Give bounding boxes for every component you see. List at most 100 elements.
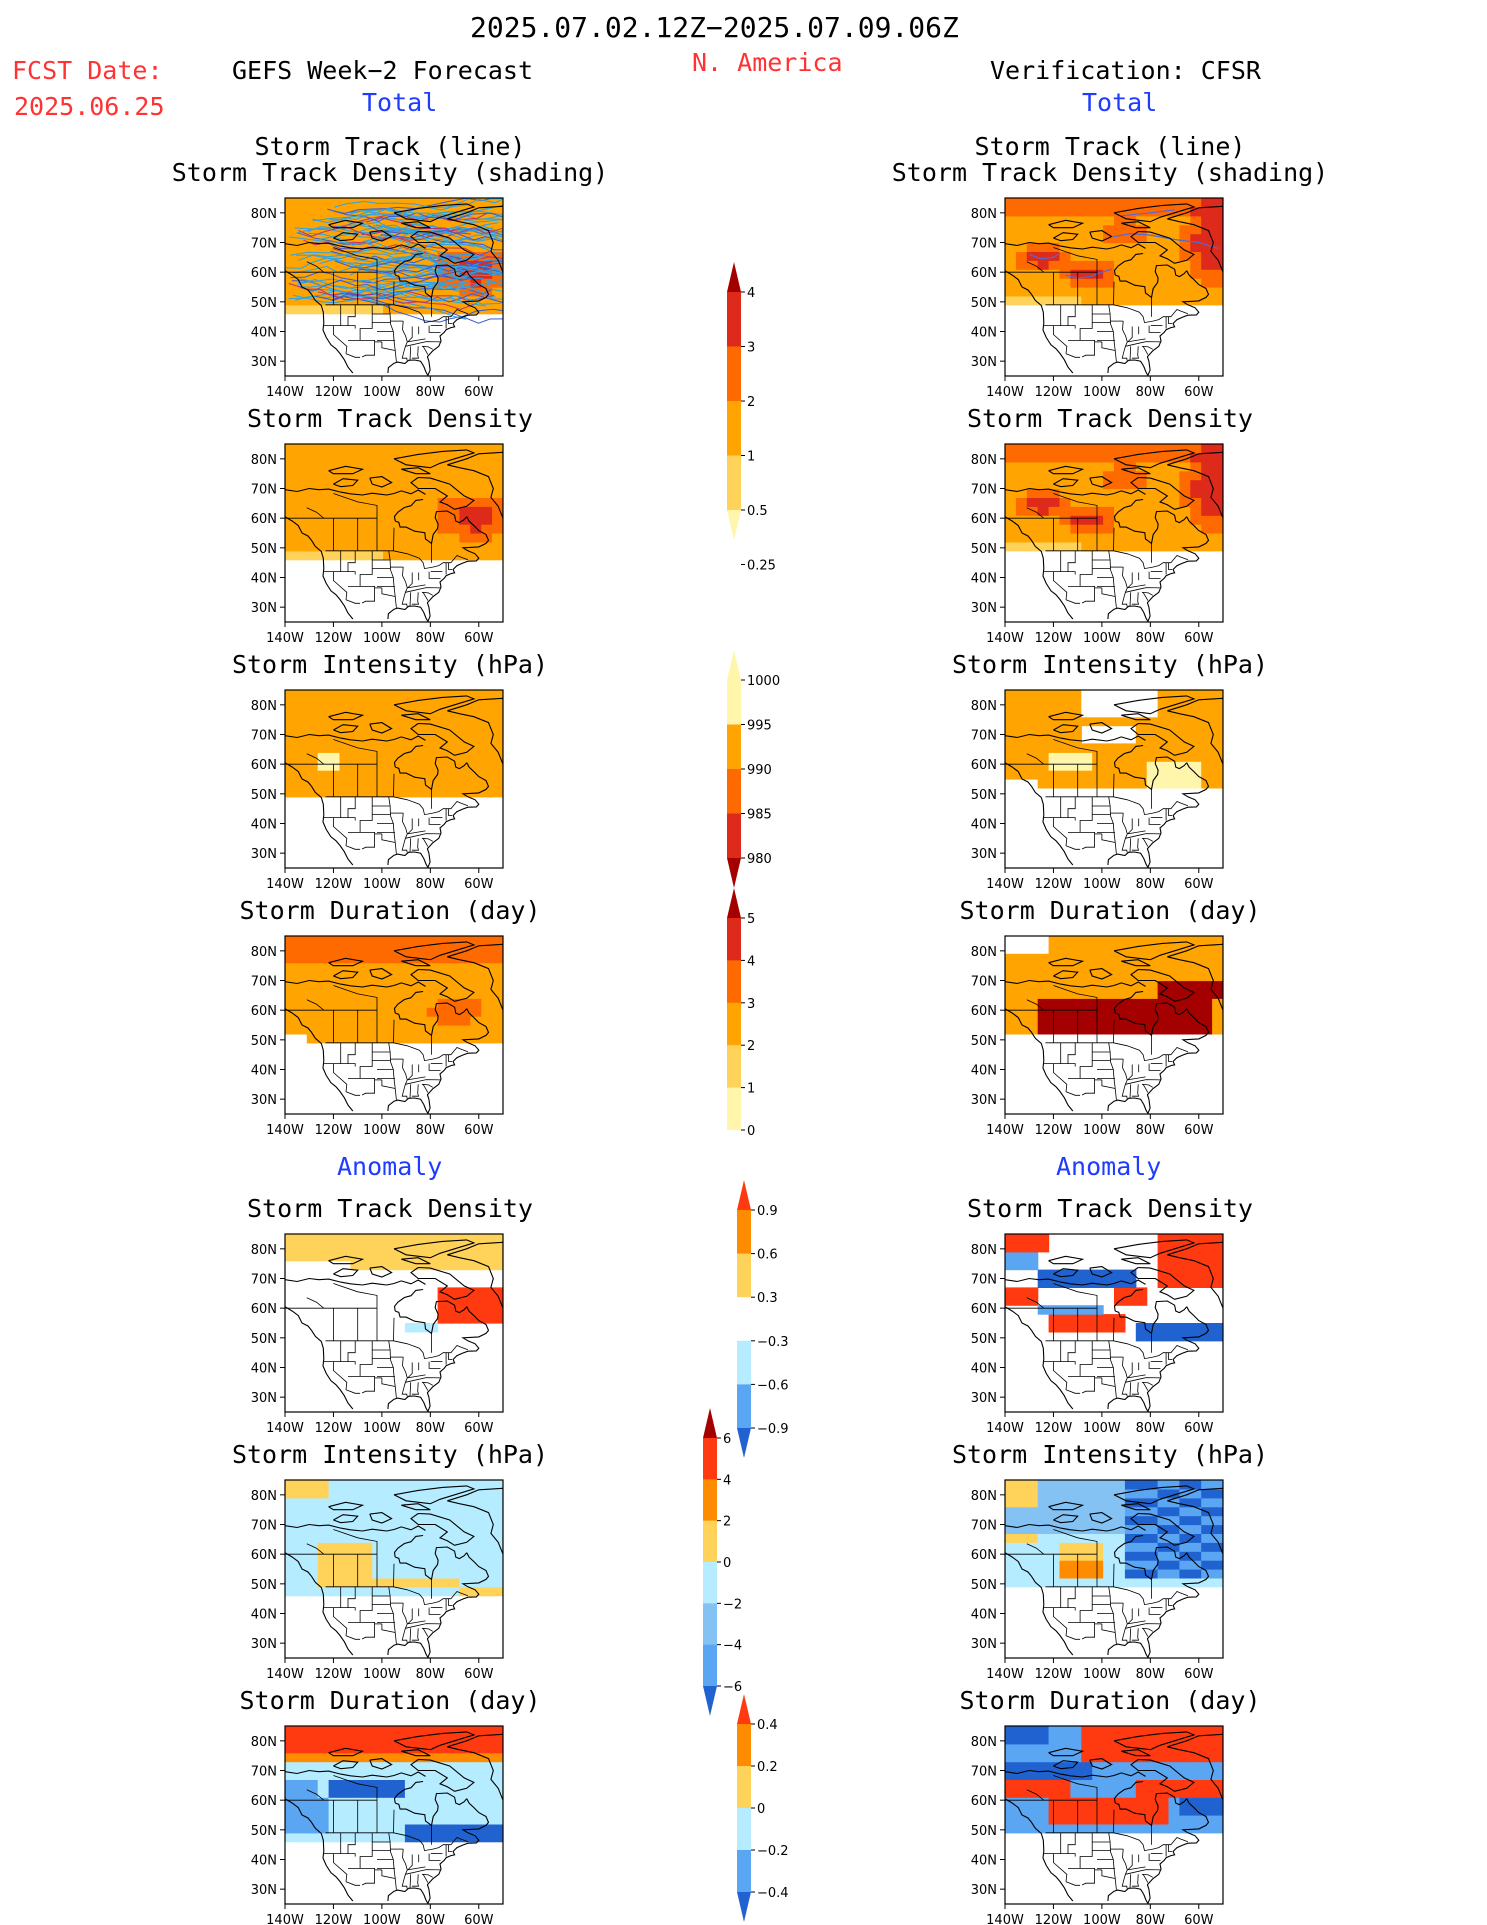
right-panel-6-cell bbox=[1026, 1488, 1039, 1499]
right-panel-4-lon-label: 140W bbox=[986, 1123, 1024, 1138]
left-panel-5-border-line bbox=[306, 1297, 325, 1309]
right-panel-3-cell bbox=[1015, 716, 1028, 727]
left-panel-5-lon-label: 80W bbox=[416, 1421, 446, 1436]
left-panel-6-cell bbox=[361, 1542, 373, 1552]
right-panel-2-border-line bbox=[1168, 562, 1173, 570]
right-panel-1-border-line bbox=[1043, 325, 1076, 329]
left-panel-6-border-line bbox=[428, 1607, 441, 1615]
colorbar-storm-intensity-total-label: 990 bbox=[747, 763, 772, 778]
left-panel-3-cell bbox=[437, 743, 450, 753]
right-panel-3-coastline bbox=[1005, 733, 1146, 742]
left-panel-3-cell bbox=[415, 761, 428, 771]
right-panel-1-border-line bbox=[1125, 341, 1162, 347]
left-panel-7-cell bbox=[350, 1806, 362, 1816]
left-panel-2-cell bbox=[459, 533, 471, 543]
right-panel-1-cell bbox=[1081, 233, 1093, 244]
right-panel-3-cell bbox=[1146, 752, 1159, 762]
left-panel-3-cell bbox=[459, 698, 471, 709]
right-panel-4-cell bbox=[1201, 998, 1213, 1008]
right-panel-3-cell bbox=[1190, 690, 1202, 700]
left-panel-4-border-line bbox=[393, 1019, 395, 1043]
left-panel-3-lon-label: 120W bbox=[315, 877, 353, 892]
left-panel-5-cell bbox=[415, 1260, 428, 1271]
left-panel-4-cell bbox=[383, 944, 395, 955]
right-panel-4-cell bbox=[1157, 989, 1170, 999]
right-panel-7-cell bbox=[1026, 1815, 1039, 1825]
right-panel-5-border-line bbox=[1101, 1377, 1116, 1387]
right-panel-5-cell bbox=[1092, 1305, 1104, 1315]
right-panel-7-cell bbox=[1103, 1788, 1115, 1798]
right-panel-4-cell bbox=[1048, 1016, 1061, 1026]
left-panel-2-cell bbox=[437, 479, 450, 490]
left-panel-7-border-line bbox=[332, 1853, 348, 1882]
left-panel-3-cell bbox=[394, 779, 406, 789]
right-panel-4-cell bbox=[1059, 936, 1071, 946]
right-panel-2-cell bbox=[1212, 497, 1223, 507]
right-panel-3-cell bbox=[1146, 716, 1159, 727]
left-panel-4-island-outline bbox=[410, 968, 475, 1002]
colorbar-storm-track-density-anomaly-swatch bbox=[737, 1297, 751, 1342]
left-panel-2-cell bbox=[481, 444, 493, 454]
right-panel-3-cell bbox=[1124, 743, 1137, 753]
left-panel-3-cell bbox=[317, 734, 330, 744]
left-panel-2-cell bbox=[448, 550, 460, 561]
right-panel-7-lon-label: 80W bbox=[1136, 1913, 1166, 1925]
right-panel-4-cell bbox=[1092, 953, 1104, 964]
left-panel-6-cell bbox=[448, 1542, 460, 1552]
left-panel-4-cell bbox=[361, 962, 373, 973]
right-panel-3-cell bbox=[1135, 716, 1148, 727]
right-panel-2-cell bbox=[1201, 488, 1213, 498]
right-panel-5-cell bbox=[1048, 1323, 1061, 1333]
left-panel-7-cell bbox=[350, 1743, 362, 1754]
right-panel-1-cell bbox=[1026, 295, 1039, 306]
left-panel-3-cell bbox=[448, 698, 460, 709]
right-panel-4-cell bbox=[1037, 971, 1050, 982]
left-panel-6-cell bbox=[437, 1560, 450, 1570]
left-panel-7-cell bbox=[404, 1726, 417, 1736]
left-panel-1-cell bbox=[404, 198, 417, 208]
colorbar-storm-intensity-anomaly-swatch bbox=[703, 1520, 717, 1563]
left-panel-7-cell bbox=[492, 1797, 503, 1807]
right-panel-5-cell bbox=[1114, 1323, 1126, 1333]
left-panel-7-cell bbox=[492, 1806, 503, 1816]
right-panel-1-cell bbox=[1048, 287, 1061, 297]
left-panel-5-cell bbox=[285, 1234, 297, 1244]
left-panel-7-cell bbox=[394, 1815, 406, 1825]
left-panel-3-cell bbox=[437, 770, 450, 780]
right-panel-1-cell bbox=[1059, 278, 1071, 288]
right-panel-4-cell bbox=[1168, 944, 1180, 955]
left-panel-7-cell bbox=[404, 1797, 417, 1807]
colorbar-storm-intensity-total-bottom-arrow bbox=[727, 858, 741, 888]
left-panel-6-cell bbox=[372, 1515, 384, 1526]
left-panel-3-cell bbox=[470, 770, 482, 780]
right-panel-3-cell bbox=[1212, 716, 1223, 727]
right-panel-1-cell bbox=[1037, 242, 1050, 252]
right-panel-3-cell bbox=[1179, 698, 1191, 709]
colorbar-storm-duration-total-label: 4 bbox=[747, 954, 755, 969]
right-panel-3-cell bbox=[1103, 707, 1115, 718]
left-panel-1-coastline bbox=[387, 359, 429, 376]
left-panel-2-cell bbox=[295, 550, 308, 561]
left-panel-5-coastline bbox=[426, 1306, 490, 1412]
right-panel-6-cell bbox=[1103, 1488, 1115, 1499]
right-panel-5-cell bbox=[1179, 1323, 1191, 1333]
right-panel-3-cell bbox=[1179, 707, 1191, 718]
left-panel-2-cell bbox=[404, 533, 417, 543]
left-panel-2-cell bbox=[328, 470, 341, 481]
right-panel-3-cell bbox=[1081, 743, 1093, 753]
left-panel-4-cell bbox=[470, 953, 482, 964]
left-panel-5-cell bbox=[492, 1296, 503, 1306]
left-panel-3-cell bbox=[306, 690, 319, 700]
left-panel-3-cell bbox=[448, 752, 460, 762]
right-panel-3-cell bbox=[1070, 707, 1082, 718]
right-panel-6-cell bbox=[1026, 1524, 1039, 1534]
right-panel-7-cell bbox=[1201, 1743, 1213, 1754]
right-panel-4-cell bbox=[1048, 953, 1061, 964]
left-panel-4-cell bbox=[350, 998, 362, 1008]
right-panel-2-cell bbox=[1059, 470, 1071, 481]
right-panel-7-cell bbox=[1092, 1815, 1104, 1825]
left-panel-6-cell bbox=[404, 1515, 417, 1526]
right-panel-2-cell bbox=[1026, 452, 1039, 463]
left-panel-7-island-outline bbox=[393, 1731, 476, 1751]
